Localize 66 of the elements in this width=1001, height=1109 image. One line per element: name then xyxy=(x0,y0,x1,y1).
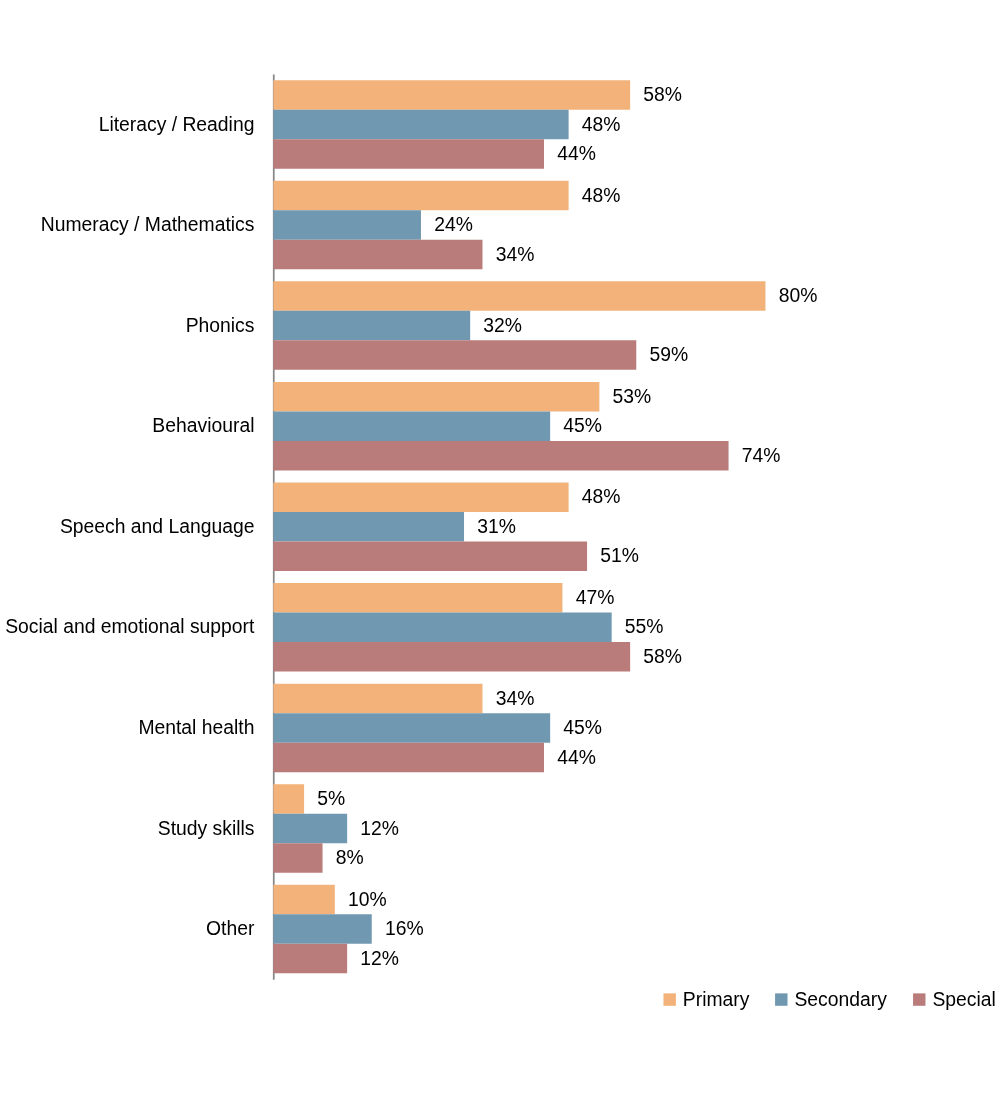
data-label: 12% xyxy=(360,817,400,839)
data-label: 58% xyxy=(643,84,682,106)
bar xyxy=(273,943,348,974)
bar xyxy=(273,914,372,944)
y-tick-label: Speech and Language xyxy=(59,515,255,537)
bar xyxy=(273,440,729,471)
y-tick-label: Behavioural xyxy=(152,415,255,437)
bar xyxy=(273,541,588,572)
bar xyxy=(273,239,483,270)
data-label: 5% xyxy=(317,788,346,810)
data-label: 53% xyxy=(612,385,652,407)
bar xyxy=(273,583,563,613)
data-label: 12% xyxy=(360,947,400,969)
bar xyxy=(273,180,569,211)
data-label: 59% xyxy=(649,344,689,366)
data-label: 34% xyxy=(495,243,535,265)
bar xyxy=(273,411,551,441)
data-label: 8% xyxy=(335,847,364,869)
data-label: 45% xyxy=(563,415,603,437)
legend-label: Special xyxy=(932,988,996,1010)
y-tick-label: Mental health xyxy=(138,717,255,739)
data-label: 32% xyxy=(483,314,523,336)
y-tick-label: Numeracy / Mathematics xyxy=(40,214,255,236)
data-label: 55% xyxy=(624,616,664,638)
bar xyxy=(273,642,631,672)
bar xyxy=(273,281,766,311)
data-label: 31% xyxy=(477,515,516,537)
data-label: 58% xyxy=(643,645,682,667)
legend-label: Primary xyxy=(682,988,750,1010)
data-label: 48% xyxy=(581,486,621,508)
bar xyxy=(273,310,471,341)
y-tick-label: Study skills xyxy=(157,817,255,839)
y-tick-label: Social and emotional support xyxy=(5,616,256,638)
bar xyxy=(273,139,544,169)
bar xyxy=(273,742,544,773)
data-label: 48% xyxy=(581,113,621,135)
bar xyxy=(273,713,551,743)
y-tick-label: Phonics xyxy=(185,314,255,336)
bar xyxy=(273,683,483,714)
bar xyxy=(273,80,631,110)
bar xyxy=(273,884,335,915)
data-label: 45% xyxy=(563,717,603,739)
data-label: 44% xyxy=(557,143,596,165)
y-tick-label: Literacy / Reading xyxy=(98,113,255,135)
data-label: 48% xyxy=(581,184,621,206)
data-label: 34% xyxy=(495,687,535,709)
bar xyxy=(273,612,612,643)
bar xyxy=(273,813,348,844)
bar xyxy=(273,784,305,814)
data-label: 44% xyxy=(557,746,596,768)
bar xyxy=(273,340,637,370)
bar xyxy=(273,482,569,513)
data-label: 47% xyxy=(575,586,615,608)
data-label: 10% xyxy=(348,888,387,910)
bar xyxy=(273,381,600,412)
data-label: 16% xyxy=(384,918,424,940)
data-label: 74% xyxy=(741,444,781,466)
data-label: 80% xyxy=(778,285,818,307)
y-tick-label: Other xyxy=(206,918,255,940)
bar xyxy=(273,843,323,873)
bar xyxy=(273,512,465,542)
bar xyxy=(273,109,569,140)
bar xyxy=(273,210,421,240)
data-label: 24% xyxy=(434,214,473,236)
data-label: 51% xyxy=(600,545,639,567)
legend-label: Secondary xyxy=(794,988,888,1010)
